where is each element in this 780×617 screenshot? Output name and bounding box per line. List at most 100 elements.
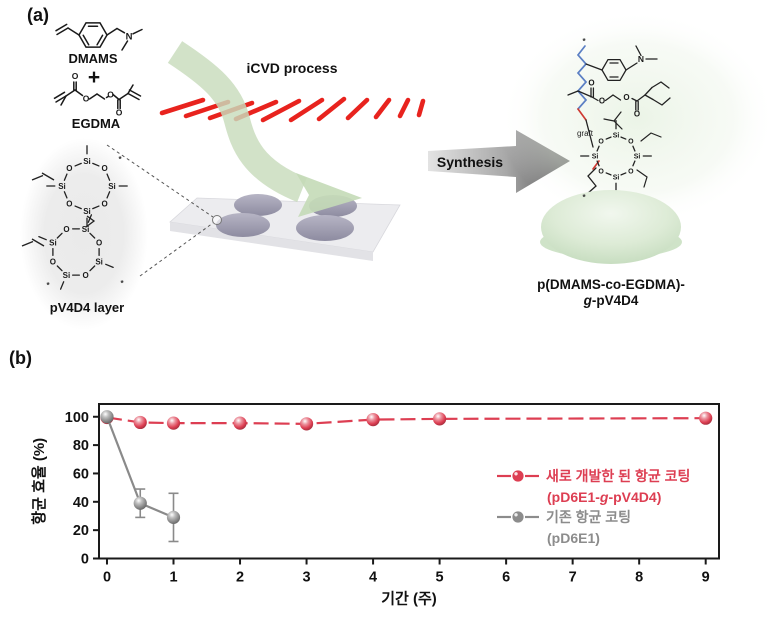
svg-text:O: O [628, 139, 634, 146]
x-tick-label: 0 [103, 570, 111, 586]
x-tick-label: 2 [236, 570, 244, 586]
legend-entry-old: 기존 항균 코팅 [497, 507, 690, 528]
legend-dot-old [512, 511, 524, 523]
svg-text:Si: Si [49, 238, 57, 247]
svg-text:O: O [102, 200, 108, 209]
y-tick-label: 0 [81, 552, 89, 568]
product-label-line1: p(DMAMS-co-EGDMA)- [537, 277, 685, 292]
monomer1-label: DMAMS [68, 51, 117, 66]
svg-text:O: O [82, 271, 88, 280]
series-1 [100, 410, 181, 543]
svg-text:O: O [50, 257, 56, 266]
svg-text:O: O [628, 168, 634, 175]
svg-text:O: O [96, 238, 102, 247]
synthesis-scheme: N O O O O DMAMS + EGDMA pV4 [20, 10, 776, 330]
layer-label: pV4D4 layer [50, 300, 124, 315]
x-tick-label: 8 [635, 570, 643, 586]
legend-sub-new: (pD6E1-g-pV4D4) [497, 487, 690, 508]
oxygen-atom: O [83, 94, 90, 104]
svg-text:O: O [598, 139, 604, 146]
product-glow [500, 10, 776, 226]
monomer2-label: EGDMA [72, 116, 121, 131]
svg-text:*: * [118, 155, 122, 164]
legend-sub-old: (pD6E1) [497, 528, 690, 549]
ester-oxygen-atom: O [634, 110, 640, 119]
egdma-structure [53, 81, 142, 110]
data-point [133, 496, 147, 510]
legend-sub-old-pre: (pD6E1) [547, 529, 600, 546]
data-point [699, 411, 713, 425]
legend-dot-new [512, 470, 524, 482]
product-label-line2: g-pV4D4 [583, 293, 639, 308]
plot-frame [98, 403, 720, 560]
ester-oxygen-atom: O [588, 79, 594, 88]
oxygen-atom: O [116, 108, 123, 118]
svg-text:Si: Si [83, 157, 91, 166]
y-tick-label: 60 [73, 466, 89, 482]
x-tick-label: 3 [303, 570, 311, 586]
svg-text:*: * [582, 193, 586, 202]
series-0 [100, 410, 713, 431]
data-point [433, 412, 447, 426]
data-point [166, 416, 181, 430]
y-tick-label: 100 [65, 410, 89, 426]
svg-text:Si: Si [63, 271, 71, 280]
chart-legend: 새로 개발한 된 항균 코팅 (pD6E1-g-pV4D4) 기존 항균 코팅 … [497, 466, 690, 548]
legend-entry-new: 새로 개발한 된 항균 코팅 [497, 466, 690, 487]
y-tick-label: 40 [73, 495, 89, 511]
panel-b-label: (b) [9, 348, 32, 368]
svg-text:*: * [120, 279, 124, 288]
data-point [233, 416, 247, 430]
svg-text:Si: Si [592, 154, 599, 161]
svg-text:Si: Si [613, 133, 620, 140]
svg-text:*: * [46, 281, 50, 290]
product-label-g: g [583, 293, 593, 308]
x-tick-label: 9 [702, 570, 710, 586]
data-point [166, 510, 181, 524]
oxygen-atom: O [72, 71, 79, 81]
x-axis-label: 기간 (주) [381, 591, 437, 608]
legend-sub-new-g: g [599, 488, 609, 505]
polymer-end-marks: * * * * * [46, 37, 586, 290]
svg-text:Si: Si [95, 257, 103, 266]
legend-sub-new-pre: (pD6E1- [547, 488, 600, 505]
x-tick-label: 5 [436, 570, 444, 586]
polymer-droplet [234, 194, 282, 216]
product-nitrogen-atom: N [638, 54, 644, 64]
x-tick-label: 7 [569, 570, 577, 586]
x-tick-label: 6 [502, 570, 510, 586]
svg-text:O: O [66, 200, 72, 209]
y-tick-label: 20 [73, 523, 89, 539]
x-tick-label: 4 [369, 570, 377, 586]
ester-oxygen-atom: O [623, 93, 629, 102]
nitrogen-atom: N [126, 32, 133, 43]
data-point [299, 417, 314, 431]
deposition-arrow [167, 41, 362, 217]
oxygen-atom: O [107, 90, 114, 100]
data-point [133, 415, 147, 430]
svg-text:O: O [102, 164, 108, 173]
legend-label-new: 새로 개발한 된 항균 코팅 [546, 468, 691, 484]
plus-sign: + [88, 66, 100, 89]
svg-text:Si: Si [613, 175, 620, 182]
coating-dome [540, 190, 682, 264]
dmams-structure [55, 22, 143, 51]
legend-marker-new [497, 470, 539, 482]
zoom-callout-circle [212, 215, 222, 225]
legend-sub-new-post: -pV4D4) [608, 488, 662, 505]
svg-text:Si: Si [83, 207, 91, 216]
product-structure [567, 45, 671, 195]
data-point [100, 410, 114, 424]
svg-text:*: * [582, 37, 586, 46]
y-axis-label: 항균 효율 (%) [31, 438, 48, 525]
x-tick-label: 1 [169, 570, 177, 586]
legend-label-old: 기존 항균 코팅 [546, 509, 632, 525]
legend-marker-old [497, 511, 539, 523]
svg-text:O: O [66, 164, 72, 173]
svg-text:O: O [63, 225, 69, 234]
svg-text:Si: Si [634, 154, 641, 161]
data-point [366, 412, 380, 427]
